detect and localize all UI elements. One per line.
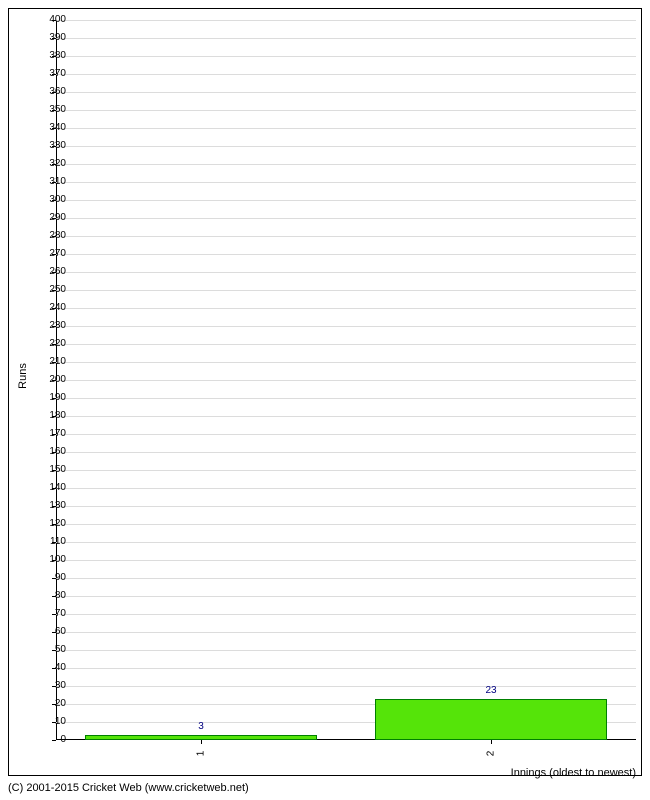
gridline [56, 524, 636, 525]
chart-container: 3 23 1 2 0 10 20 30 40 50 60 70 80 90 100 110 120 130 14… [0, 0, 650, 800]
y-tick-label: 0 [36, 735, 66, 745]
y-tick-label: 210 [36, 357, 66, 367]
gridline [56, 560, 636, 561]
plot-area: 323 12 [56, 20, 636, 740]
y-tick-label: 100 [36, 555, 66, 565]
y-tick-label: 110 [36, 537, 66, 547]
y-tick-label: 50 [36, 645, 66, 655]
gridline [56, 218, 636, 219]
gridline [56, 56, 636, 57]
gridline [56, 650, 636, 651]
y-tick-label: 310 [36, 177, 66, 187]
bar-value-label: 3 [198, 721, 204, 732]
gridline [56, 632, 636, 633]
gridline [56, 254, 636, 255]
y-tick-label: 230 [36, 321, 66, 331]
bar-value-label: 23 [485, 685, 496, 696]
gridline [56, 380, 636, 381]
gridline [56, 596, 636, 597]
y-tick-label: 80 [36, 591, 66, 601]
x-axis-title: Innings (oldest to newest) [511, 767, 636, 779]
y-tick-label: 140 [36, 483, 66, 493]
gridline [56, 182, 636, 183]
y-tick-label: 370 [36, 69, 66, 79]
gridline [56, 344, 636, 345]
gridline [56, 20, 636, 21]
y-tick-label: 360 [36, 87, 66, 97]
y-tick-label: 20 [36, 699, 66, 709]
y-tick-label: 260 [36, 267, 66, 277]
y-tick-label: 70 [36, 609, 66, 619]
y-axis-title: Runs [17, 363, 29, 389]
y-tick-label: 330 [36, 141, 66, 151]
y-tick-label: 380 [36, 51, 66, 61]
x-tick [201, 740, 202, 744]
gridline [56, 614, 636, 615]
gridline [56, 290, 636, 291]
gridline [56, 506, 636, 507]
y-tick-label: 130 [36, 501, 66, 511]
gridline [56, 686, 636, 687]
gridline [56, 92, 636, 93]
y-tick-label: 250 [36, 285, 66, 295]
y-tick-label: 60 [36, 627, 66, 637]
gridline [56, 434, 636, 435]
gridline [56, 38, 636, 39]
y-tick-label: 10 [36, 717, 66, 727]
y-tick-label: 350 [36, 105, 66, 115]
gridline [56, 326, 636, 327]
y-tick-label: 320 [36, 159, 66, 169]
gridline [56, 200, 636, 201]
y-tick-label: 240 [36, 303, 66, 313]
gridline [56, 470, 636, 471]
y-tick-label: 290 [36, 213, 66, 223]
y-tick-label: 190 [36, 393, 66, 403]
gridline [56, 110, 636, 111]
y-tick-label: 40 [36, 663, 66, 673]
x-tick [491, 740, 492, 744]
gridline [56, 146, 636, 147]
gridline [56, 362, 636, 363]
y-tick-label: 90 [36, 573, 66, 583]
gridline [56, 488, 636, 489]
gridline [56, 668, 636, 669]
gridline [56, 128, 636, 129]
y-tick-label: 160 [36, 447, 66, 457]
y-tick-label: 200 [36, 375, 66, 385]
copyright-text: (C) 2001-2015 Cricket Web (www.cricketwe… [8, 782, 249, 794]
y-tick-label: 120 [36, 519, 66, 529]
bar [375, 699, 607, 740]
gridline [56, 164, 636, 165]
y-tick-label: 30 [36, 681, 66, 691]
y-tick-label: 390 [36, 33, 66, 43]
gridline [56, 272, 636, 273]
gridline [56, 578, 636, 579]
y-tick-label: 270 [36, 249, 66, 259]
gridline [56, 74, 636, 75]
y-tick-label: 170 [36, 429, 66, 439]
gridline [56, 308, 636, 309]
gridline [56, 236, 636, 237]
x-tick-label: 1 [196, 744, 207, 764]
y-tick-label: 340 [36, 123, 66, 133]
y-tick-label: 150 [36, 465, 66, 475]
x-tick-label: 2 [486, 744, 497, 764]
y-tick-label: 180 [36, 411, 66, 421]
gridline [56, 416, 636, 417]
y-tick-label: 220 [36, 339, 66, 349]
y-tick-label: 300 [36, 195, 66, 205]
gridline [56, 398, 636, 399]
gridline [56, 542, 636, 543]
y-tick-label: 400 [36, 15, 66, 25]
gridline [56, 452, 636, 453]
y-tick-label: 280 [36, 231, 66, 241]
